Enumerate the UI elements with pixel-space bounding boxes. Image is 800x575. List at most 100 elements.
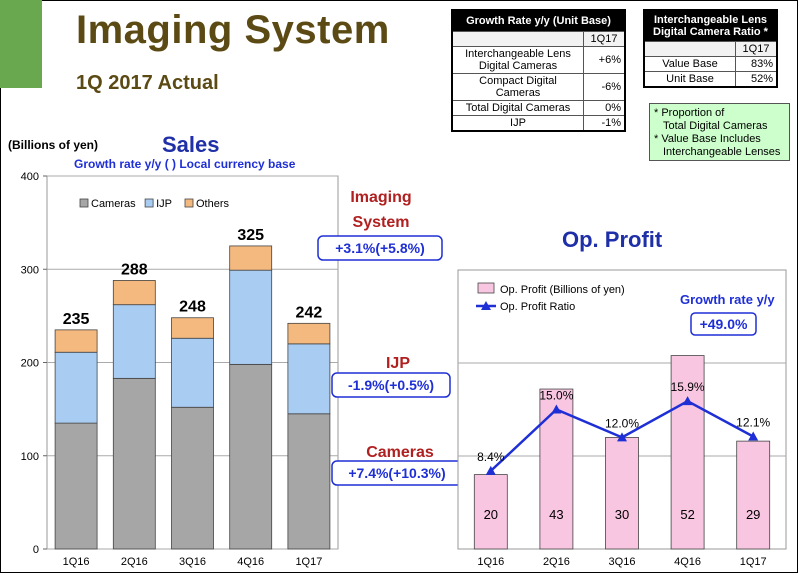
sales-bar-cameras	[112, 377, 156, 550]
sales-x-tick-label: 1Q16	[63, 556, 90, 568]
profit-ratio-label: 15.9%	[671, 380, 705, 394]
profit-bar-value-label: 30	[615, 507, 629, 522]
growth-rate-table: Growth Rate y/y (Unit Base) 1Q17 Interch…	[451, 9, 626, 132]
sales-bar-ijp	[112, 304, 156, 379]
row-value: 52%	[735, 71, 778, 88]
sales-legend-swatch	[144, 198, 154, 208]
profit-bar-value-label: 29	[746, 507, 760, 522]
row-value: -1%	[583, 115, 626, 132]
sales-bar-others	[54, 329, 98, 353]
profit-ratio-label: 12.1%	[736, 415, 770, 429]
page-title: Imaging System	[76, 8, 390, 52]
profit-legend-marker	[481, 301, 491, 310]
camera-ratio-table: Interchangeable Lens Digital Camera Rati…	[643, 9, 778, 88]
row-value: 83%	[735, 56, 778, 72]
profit-x-tick-label: 4Q16	[674, 556, 701, 568]
profit-bar-value-label: 52	[680, 507, 694, 522]
sales-growth-value: +7.4%(+10.3%)	[348, 465, 445, 481]
sales-annotation-label: Cameras	[366, 444, 434, 461]
profit-legend-label: Op. Profit (Billions of yen)	[500, 284, 625, 296]
sales-chart-title: Sales	[162, 132, 220, 157]
table-row: Interchangeable Lens Digital Cameras +6%	[451, 46, 626, 74]
sales-chart-subtitle: Growth rate y/y ( ) Local currency base	[74, 157, 296, 171]
profit-ratio-label: 12.0%	[605, 416, 639, 430]
sales-growth-value: -1.9%(+0.5%)	[348, 377, 434, 393]
sales-bar-others	[229, 245, 273, 271]
sales-bar-others	[287, 322, 331, 345]
sales-total-label: 325	[237, 227, 264, 244]
footnote-line: * Proportion of	[654, 107, 725, 119]
profit-bar-value-label: 20	[484, 507, 498, 522]
ratio-table-period: 1Q17	[735, 41, 778, 57]
profit-ratio-point	[617, 432, 627, 442]
sales-bar-others	[171, 317, 214, 339]
sales-total-label: 248	[179, 299, 206, 316]
sales-bar-ijp	[54, 351, 98, 424]
profit-bar	[539, 388, 574, 550]
row-label: Compact Digital Cameras	[451, 73, 584, 101]
sales-x-tick-label: 4Q16	[237, 556, 264, 568]
profit-growth-label: Growth rate y/y	[680, 292, 775, 307]
sales-bar-ijp	[229, 269, 273, 365]
profit-x-tick-label: 1Q17	[740, 556, 767, 568]
sales-growth-box	[331, 372, 451, 398]
sales-total-label: 235	[63, 311, 90, 328]
profit-bar	[473, 474, 508, 550]
sales-y-tick-label: 100	[21, 451, 39, 463]
profit-bar	[605, 436, 639, 550]
profit-ratio-label: 15.0%	[539, 389, 573, 403]
title-accent-bar	[0, 0, 42, 88]
sales-y-tick-label: 200	[21, 358, 39, 370]
row-value: +6%	[583, 46, 626, 74]
sales-x-tick-label: 3Q16	[179, 556, 206, 568]
footnote-line: Interchangeable Lenses	[663, 146, 781, 158]
profit-ratio-point	[682, 396, 693, 406]
table-row: Total Digital Cameras 0%	[451, 100, 626, 116]
sales-bar-cameras	[54, 422, 98, 550]
table-row: Unit Base 52%	[643, 71, 778, 88]
sales-annotation-label: System	[353, 214, 410, 231]
profit-chart-title: Op. Profit	[562, 227, 663, 252]
profit-growth-box	[690, 312, 757, 336]
ratio-footnote: * Proportion of Total Digital Cameras * …	[649, 103, 790, 161]
profit-ratio-point	[485, 465, 496, 475]
profit-growth-value: +49.0%	[700, 316, 748, 332]
profit-bar-value-label: 43	[549, 507, 563, 522]
sales-total-label: 242	[296, 304, 323, 321]
row-label: Value Base	[643, 56, 736, 72]
sales-bar-cameras	[171, 406, 214, 550]
profit-bar	[670, 355, 705, 550]
sales-y-tick-label: 0	[33, 544, 39, 556]
sales-bar-ijp	[287, 343, 331, 415]
sales-bar-others	[112, 280, 156, 306]
sales-y-tick-label: 400	[21, 171, 39, 183]
growth-table-period: 1Q17	[583, 31, 626, 47]
row-label: Interchangeable Lens Digital Cameras	[451, 46, 584, 74]
footnote-line: Total Digital Cameras	[663, 120, 768, 132]
sales-legend-swatch	[184, 198, 194, 208]
table-row: IJP -1%	[451, 115, 626, 132]
op-profit-chart: 20 1Q16 43 2Q16 30 3Q16 52 4Q16 29 1Q17 8.4% 15.0% 1…	[457, 269, 787, 568]
page-subtitle: 1Q 2017 Actual	[76, 72, 219, 94]
profit-legend-swatch	[477, 282, 495, 294]
profit-ratio-label: 8.4%	[477, 450, 505, 464]
sales-unit-label: (Billions of yen)	[8, 138, 98, 152]
sales-bar-ijp	[171, 337, 214, 408]
row-label: IJP	[451, 115, 584, 132]
profit-legend-label: Op. Profit Ratio	[500, 301, 575, 313]
profit-bar	[736, 440, 771, 550]
sales-legend-swatch	[79, 198, 89, 208]
footnote-line: * Value Base Includes	[654, 133, 761, 145]
sales-y-tick-label: 300	[21, 264, 39, 276]
sales-legend-label: Cameras	[91, 198, 136, 210]
sales-legend-label: IJP	[156, 198, 172, 210]
sales-growth-box	[317, 235, 443, 261]
row-value: 0%	[583, 100, 626, 116]
sales-chart: 0 100 200 300 400 235 1Q16 288 2Q16 248 3Q16 325 4Q1…	[21, 171, 463, 568]
table-row: Value Base 83%	[643, 56, 778, 72]
profit-ratio-point	[748, 431, 759, 441]
sales-x-tick-label: 2Q16	[121, 556, 148, 568]
sales-legend-label: Others	[196, 198, 230, 210]
